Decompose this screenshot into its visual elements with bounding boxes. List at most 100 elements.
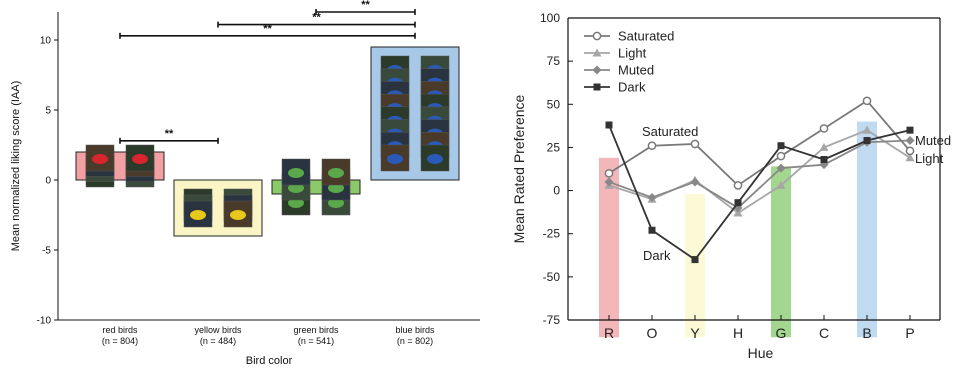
data-point-saturated bbox=[690, 139, 700, 149]
data-point-dark bbox=[906, 126, 914, 134]
y-tick-label: 0 bbox=[45, 176, 51, 187]
x-axis-title: Hue bbox=[748, 345, 774, 361]
series-line-light bbox=[608, 129, 911, 215]
data-point-saturated bbox=[604, 168, 614, 178]
data-point-saturated bbox=[905, 146, 915, 156]
data-point-dark bbox=[820, 156, 828, 164]
series-line-dark bbox=[608, 124, 911, 261]
category-label: yellow birds bbox=[194, 325, 242, 335]
data-point-dark bbox=[863, 137, 871, 145]
hue-preference-line-chart: 100 75 50 25 0 -25 -50 -75 R O Y H G C B P Mean Rated Pr… bbox=[511, 11, 951, 361]
bird-photo-thumbnail bbox=[85, 144, 115, 172]
y-tick-label: -50 bbox=[543, 270, 561, 284]
bird-photo-subject bbox=[288, 198, 304, 208]
category-label: blue birds bbox=[395, 325, 435, 335]
bird-photo-subject bbox=[328, 183, 344, 193]
category-count: (n = 804) bbox=[102, 336, 138, 346]
data-point-light bbox=[819, 142, 829, 151]
hue-band-R bbox=[599, 157, 619, 338]
data-point-dark bbox=[605, 121, 613, 129]
x-tick-label: P bbox=[905, 325, 914, 341]
bird-photo-subject bbox=[288, 168, 304, 178]
legend-label-dark: Dark bbox=[618, 80, 646, 95]
category-label: green birds bbox=[293, 325, 339, 335]
series-line-muted bbox=[608, 139, 911, 209]
category-count: (n = 541) bbox=[298, 336, 334, 346]
legend-label-muted: Muted bbox=[618, 63, 654, 78]
series-line-saturated bbox=[608, 99, 911, 187]
x-tick-label: R bbox=[604, 325, 614, 341]
legend-label-saturated: Saturated bbox=[618, 29, 674, 44]
data-point-muted bbox=[905, 136, 915, 146]
y-tick-label: 25 bbox=[547, 140, 561, 154]
bird-liking-bar-chart: -10 -5 0 5 10 Mean normalized liking score (I… bbox=[10, 0, 480, 367]
y-tick-label: -25 bbox=[543, 227, 561, 241]
y-tick-label: -5 bbox=[42, 246, 51, 257]
bird-photo-subject bbox=[328, 168, 344, 178]
hue-band-B bbox=[857, 121, 877, 338]
data-point-dark bbox=[691, 256, 699, 264]
data-point-light bbox=[862, 125, 872, 134]
data-point-saturated bbox=[862, 96, 872, 106]
significance-marker: ** bbox=[263, 23, 272, 35]
data-point-muted bbox=[690, 177, 700, 187]
y-tick-label: 100 bbox=[540, 11, 560, 25]
data-point-saturated bbox=[819, 124, 829, 133]
x-tick-label: O bbox=[647, 325, 658, 341]
annotation-dark: Dark bbox=[643, 248, 671, 263]
data-point-dark bbox=[648, 226, 656, 234]
data-point-saturated bbox=[647, 141, 657, 151]
significance-marker: ** bbox=[361, 0, 370, 11]
data-point-light bbox=[776, 180, 786, 189]
legend-swatch-marker bbox=[593, 83, 601, 91]
bird-photo-subject bbox=[132, 154, 148, 164]
legend-swatch-marker bbox=[592, 48, 602, 57]
bird-photo-subject bbox=[427, 154, 443, 164]
data-point-muted bbox=[647, 192, 657, 202]
category-label: red birds bbox=[102, 325, 138, 335]
bird-photo-subject bbox=[92, 154, 108, 164]
bird-photo-subject bbox=[288, 183, 304, 193]
bird-photo-subject bbox=[328, 198, 344, 208]
x-tick-label: C bbox=[819, 325, 829, 341]
data-point-muted bbox=[776, 163, 786, 173]
data-point-light bbox=[733, 208, 743, 217]
bird-photo-thumbnail bbox=[420, 144, 450, 172]
y-tick-label: 50 bbox=[547, 97, 561, 111]
x-tick-label: H bbox=[733, 325, 743, 341]
data-point-light bbox=[905, 153, 915, 162]
y-axis-title: Mean Rated Preference bbox=[511, 94, 527, 243]
annotation-light: Light bbox=[915, 151, 944, 166]
annotation-saturated: Saturated bbox=[642, 124, 698, 139]
category-count: (n = 484) bbox=[200, 336, 236, 346]
legend-swatch-marker bbox=[592, 65, 602, 75]
y-tick-label: -75 bbox=[543, 313, 561, 327]
hue-band-G bbox=[771, 166, 791, 338]
data-point-dark bbox=[734, 199, 742, 207]
y-tick-label: 0 bbox=[553, 184, 560, 198]
y-axis-title: Mean normalized liking score (IAA) bbox=[10, 81, 22, 252]
bird-photo-subject bbox=[230, 210, 246, 220]
legend-label-light: Light bbox=[618, 46, 647, 61]
significance-marker: ** bbox=[312, 12, 321, 24]
y-tick-label: -10 bbox=[37, 316, 52, 327]
y-tick-label: 75 bbox=[547, 54, 561, 68]
bird-photo-subject bbox=[190, 210, 206, 220]
y-tick-label: 10 bbox=[40, 36, 52, 47]
data-point-saturated bbox=[776, 151, 786, 161]
significance-marker: ** bbox=[165, 128, 174, 140]
hue-band-Y bbox=[685, 194, 705, 338]
data-point-dark bbox=[777, 142, 785, 150]
data-point-muted bbox=[604, 177, 614, 187]
y-tick-label: 5 bbox=[45, 106, 51, 117]
data-point-saturated bbox=[733, 181, 743, 190]
x-axis-title: Bird color bbox=[246, 355, 293, 367]
x-tick-label: G bbox=[776, 325, 787, 341]
legend-swatch-marker bbox=[592, 31, 602, 41]
category-count: (n = 802) bbox=[397, 336, 433, 346]
x-tick-label: Y bbox=[690, 325, 700, 341]
x-tick-label: B bbox=[862, 325, 871, 341]
annotation-muted: Muted bbox=[915, 133, 951, 148]
bird-photo-subject bbox=[387, 154, 403, 164]
